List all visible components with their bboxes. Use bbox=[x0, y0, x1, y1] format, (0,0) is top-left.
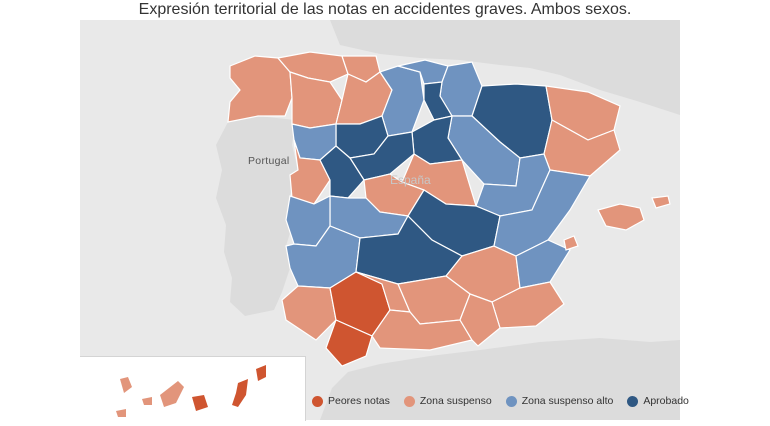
island-gran-canaria bbox=[192, 395, 208, 411]
legend-swatch-suspenso bbox=[403, 395, 415, 407]
region-huelva bbox=[281, 285, 337, 341]
spain-regions bbox=[227, 51, 671, 367]
canary-svg bbox=[116, 365, 266, 417]
legend-label-aprobado: Aprobado bbox=[643, 395, 689, 407]
legend-item-suspenso: Zona suspenso bbox=[403, 395, 492, 407]
legend-label-suspenso: Zona suspenso bbox=[419, 395, 492, 407]
region-avila bbox=[319, 145, 365, 199]
map-title: Expresión territorial de las notas en ac… bbox=[138, 1, 632, 18]
espana-label: España bbox=[390, 173, 431, 187]
legend-swatch-aprobado bbox=[627, 395, 639, 407]
region-almeria bbox=[459, 293, 501, 347]
region-cadiz bbox=[325, 319, 373, 367]
island-la-gomera bbox=[142, 397, 152, 405]
region-alicante bbox=[515, 239, 571, 289]
france-land bbox=[330, 20, 680, 115]
legend-item-suspenso-alto: Zona suspenso alto bbox=[505, 395, 614, 407]
map-svg: Portugal España bbox=[216, 20, 680, 420]
map-legend: Peores notas Zona suspenso Zona suspenso… bbox=[312, 388, 689, 414]
island-fuerteventura bbox=[232, 379, 248, 407]
legend-swatch-suspenso-alto bbox=[505, 395, 517, 407]
legend-label-peores: Peores notas bbox=[328, 395, 390, 407]
region-galicia bbox=[227, 55, 293, 123]
island-lanzarote bbox=[256, 365, 266, 381]
portugal-label: Portugal bbox=[248, 155, 290, 167]
choropleth-map: Portugal España bbox=[80, 20, 680, 420]
legend-label-suspenso-alto: Zona suspenso alto bbox=[521, 395, 614, 407]
legend-swatch-peores bbox=[312, 395, 323, 407]
region-menorca bbox=[651, 195, 671, 209]
region-valencia bbox=[493, 169, 591, 257]
canary-islands-inset bbox=[80, 356, 306, 421]
legend-item-peores: Peores notas bbox=[312, 395, 390, 407]
island-la-palma bbox=[120, 377, 132, 393]
region-ibiza bbox=[563, 235, 579, 251]
island-el-hierro bbox=[116, 409, 126, 417]
region-mallorca bbox=[597, 203, 645, 231]
legend-item-aprobado: Aprobado bbox=[627, 395, 689, 407]
island-tenerife bbox=[160, 381, 184, 407]
portugal-land bbox=[216, 116, 298, 316]
